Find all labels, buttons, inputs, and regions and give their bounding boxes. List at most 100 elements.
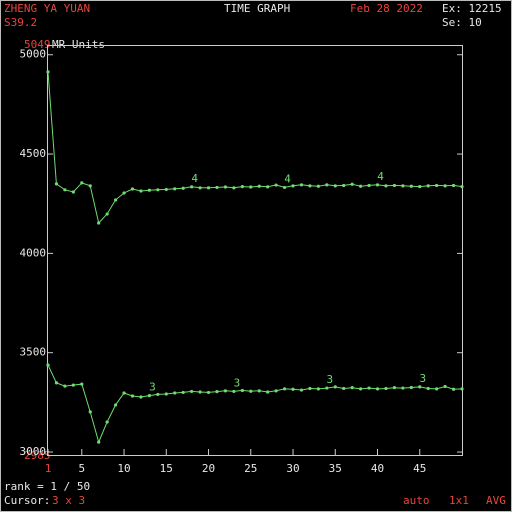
x-tick-label: 10 (117, 462, 130, 475)
data-point (249, 185, 253, 189)
mode: auto (403, 494, 430, 507)
data-point (409, 385, 413, 390)
data-point (156, 392, 160, 397)
data-point (342, 183, 346, 188)
cursor-label: Cursor: (4, 494, 50, 507)
data-point (46, 70, 50, 74)
data-point (359, 387, 363, 391)
data-point (291, 184, 295, 188)
data-point (316, 184, 320, 188)
data-point (257, 389, 261, 393)
data-point (164, 187, 168, 192)
y-min-label: 2985 (24, 449, 51, 462)
data-point (299, 183, 304, 187)
series-number: Se: 10 (442, 16, 482, 29)
data-point (367, 386, 371, 390)
y-tick-label: 3500 (20, 346, 47, 359)
date: Feb 28 2022 (350, 2, 423, 15)
y-tick-label: 3000 (20, 445, 47, 458)
data-point (147, 188, 151, 192)
data-point (350, 182, 354, 186)
data-point (240, 185, 244, 189)
data-point (164, 392, 168, 396)
data-point (80, 382, 84, 386)
data-point (97, 440, 101, 444)
series-label: 4 (284, 172, 291, 185)
data-point (198, 186, 202, 190)
series-label: 3 (327, 373, 334, 386)
data-point (113, 403, 118, 407)
data-point (63, 188, 67, 192)
data-point (325, 183, 329, 187)
data-point (418, 385, 422, 389)
y-axis-label: MR Units (52, 38, 105, 51)
data-point (350, 386, 354, 390)
data-point (139, 189, 143, 193)
data-point (88, 184, 92, 188)
x-tick-label: 20 (202, 462, 215, 475)
data-point (451, 183, 456, 188)
data-point (223, 389, 228, 393)
data-point (88, 410, 92, 414)
data-point (266, 185, 270, 189)
plot-frame (47, 45, 463, 456)
x-tick-label: 45 (413, 462, 426, 475)
method: AVG (486, 494, 506, 507)
data-point (401, 184, 405, 188)
data-point (46, 363, 50, 367)
series-label: 3 (149, 381, 156, 394)
x-tick-label: 15 (160, 462, 173, 475)
data-point (325, 386, 329, 390)
data-point (130, 394, 135, 398)
x-tick-label: 1 (45, 462, 52, 475)
y-tick-label: 4500 (20, 147, 47, 160)
data-point (130, 187, 135, 191)
slice: S39.2 (4, 16, 37, 29)
patient-name: ZHENG YA YUAN (4, 2, 90, 15)
data-point (359, 184, 363, 188)
data-point (282, 387, 287, 391)
series-label: 4 (191, 172, 198, 185)
data-point (308, 386, 312, 391)
data-point (460, 387, 464, 391)
data-point (384, 184, 388, 188)
data-point (435, 387, 439, 391)
data-point (147, 394, 151, 398)
data-point (426, 184, 430, 188)
data-point (71, 383, 75, 387)
data-point (80, 181, 84, 185)
data-point (181, 390, 185, 395)
data-point (105, 212, 109, 216)
data-point (190, 389, 194, 394)
data-point (291, 387, 295, 391)
data-point (316, 387, 320, 391)
data-point (105, 420, 109, 424)
data-point (392, 386, 397, 390)
data-point (308, 184, 312, 188)
data-point (333, 184, 337, 188)
data-point (54, 381, 59, 385)
rank: rank = 1 / 50 (4, 480, 90, 493)
data-point (71, 190, 75, 194)
x-tick-label: 25 (244, 462, 257, 475)
data-point (206, 186, 211, 190)
zoom: 1x1 (449, 494, 469, 507)
data-point (384, 386, 388, 391)
data-point (443, 184, 447, 188)
data-point (173, 187, 177, 191)
data-point (426, 386, 430, 391)
data-point (232, 389, 236, 394)
y-max-label: 5049 (24, 38, 51, 51)
series-label: 3 (234, 376, 241, 389)
data-point (375, 387, 380, 391)
data-point (215, 390, 219, 394)
data-point (257, 184, 261, 188)
data-point (418, 185, 422, 189)
data-point (232, 186, 236, 190)
data-point (97, 221, 101, 225)
data-point (401, 386, 405, 390)
data-point (223, 185, 228, 189)
